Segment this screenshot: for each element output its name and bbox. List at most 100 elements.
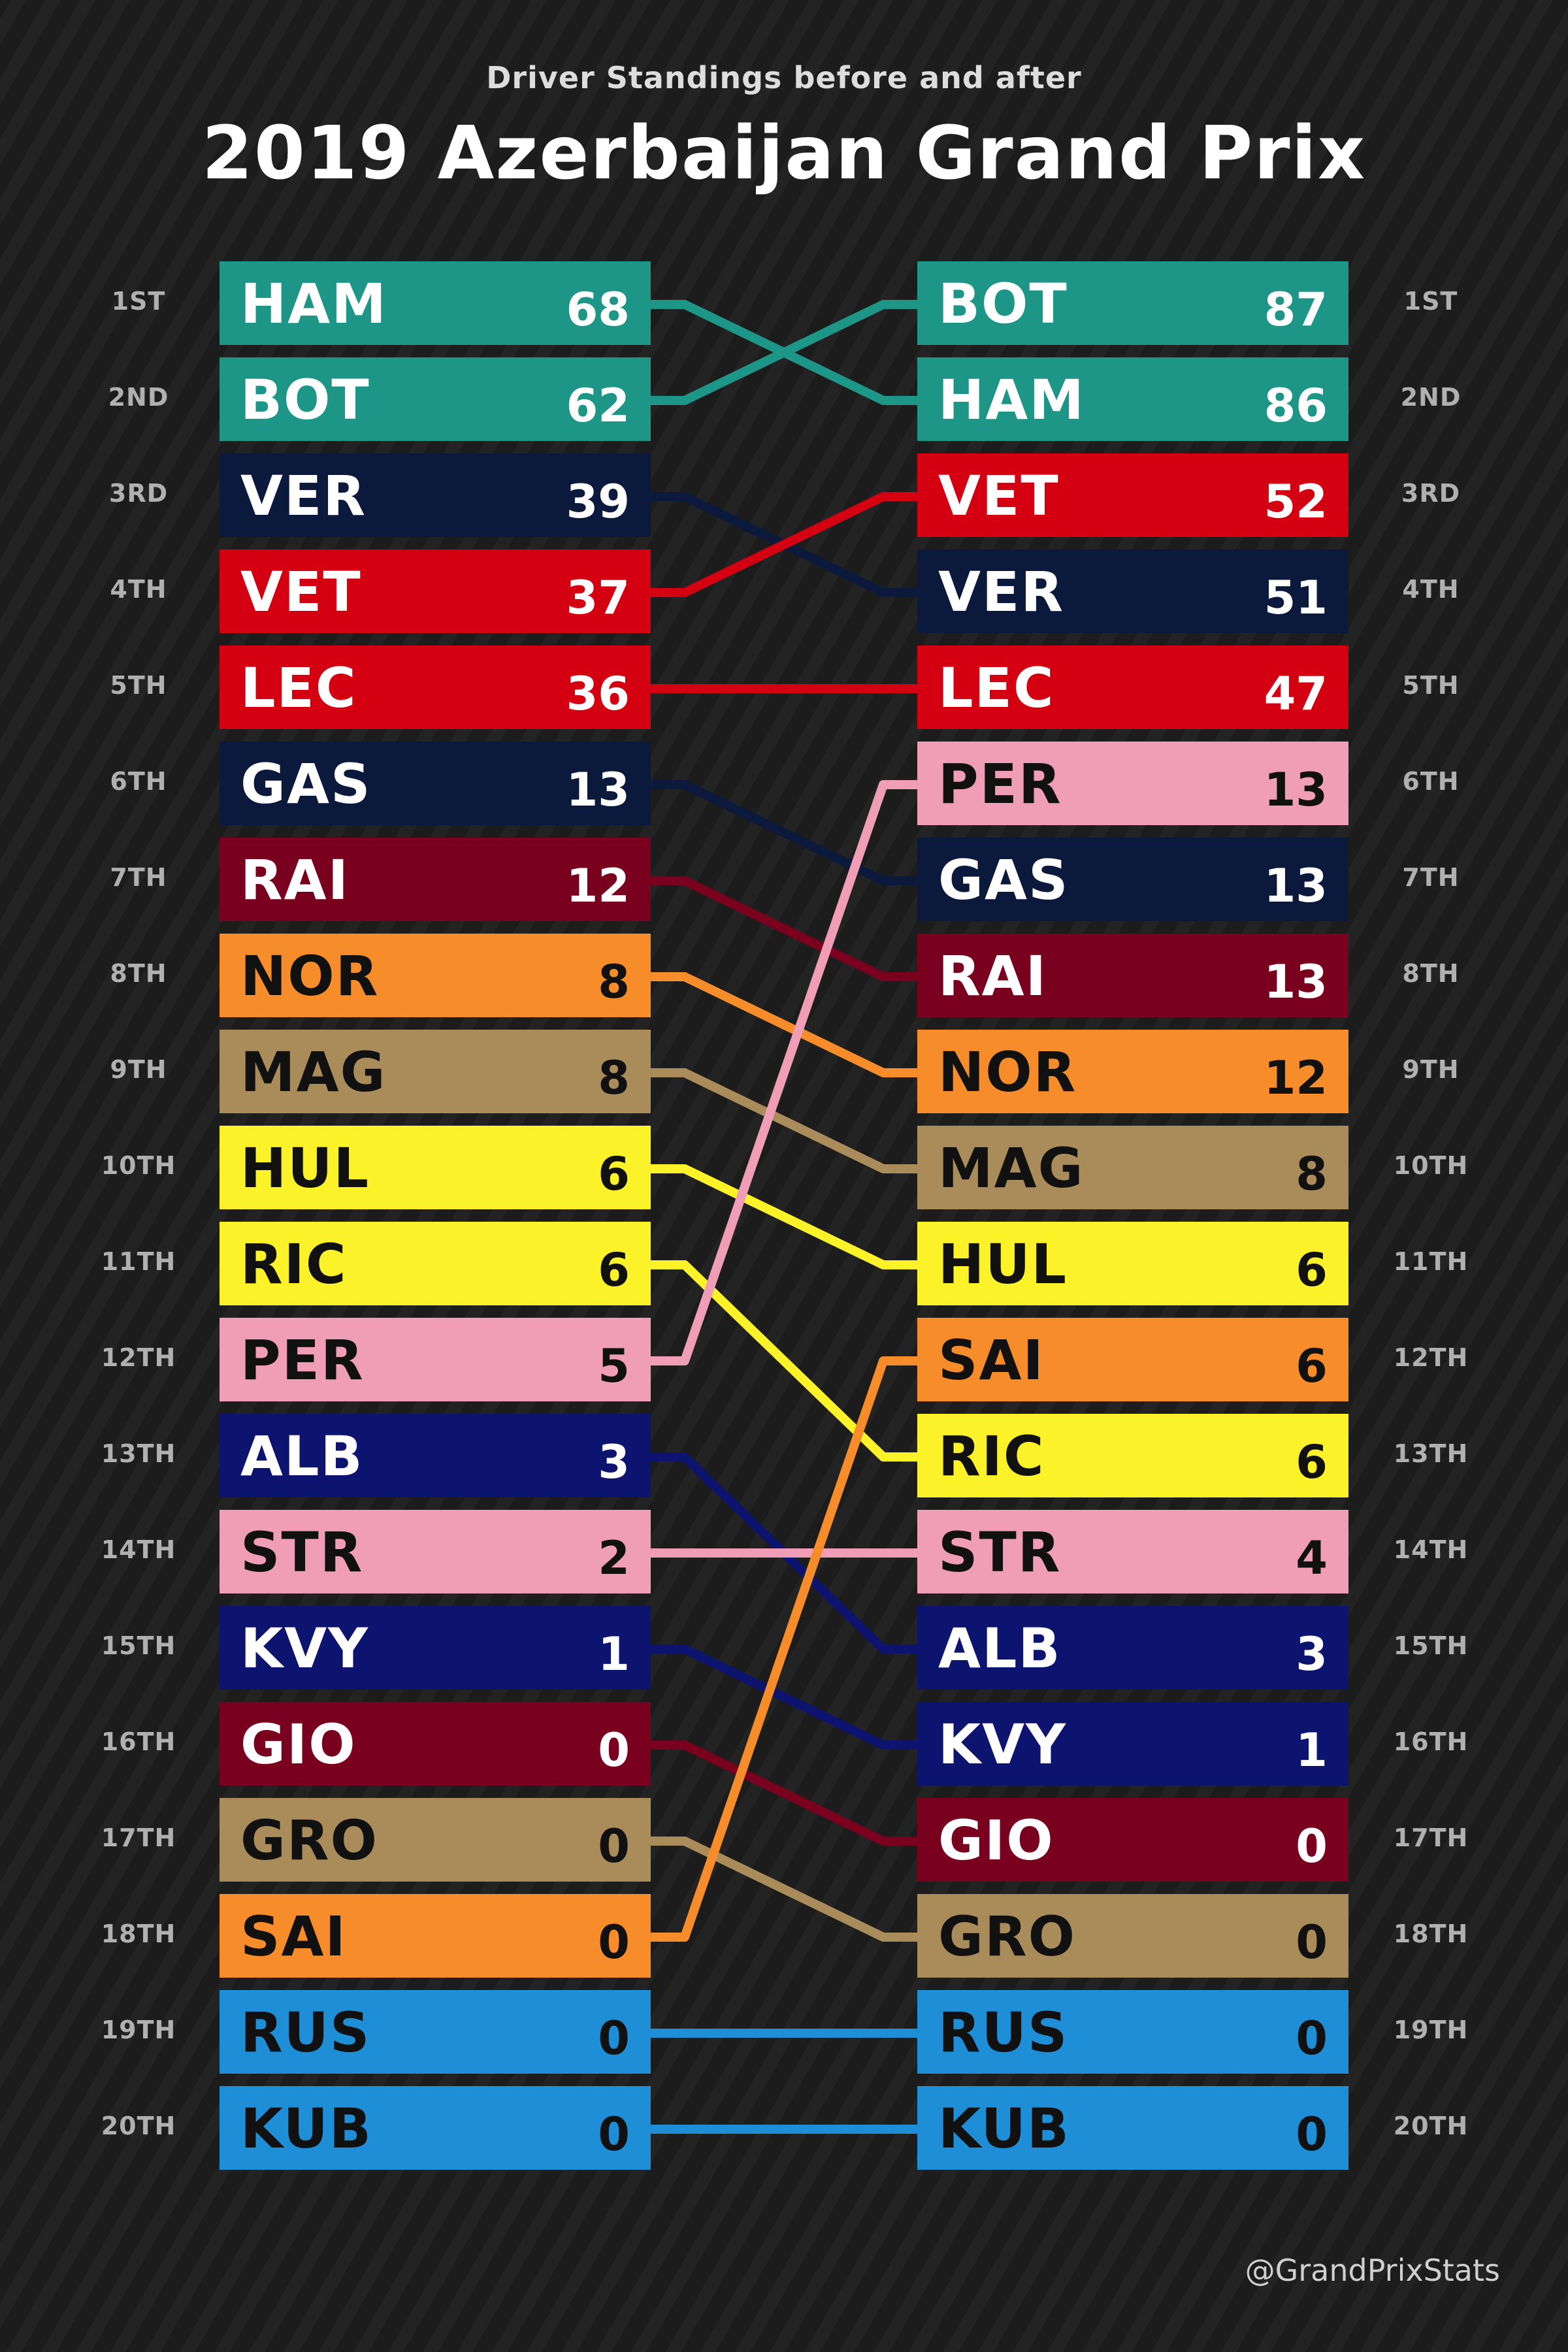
- position-label-right: 1ST: [1404, 287, 1458, 316]
- before-row-str: STR 2: [220, 1510, 651, 1593]
- position-label-right: 10TH: [1394, 1151, 1469, 1180]
- position-label-right: 5TH: [1402, 671, 1459, 700]
- after-code-lec: LEC: [938, 656, 1055, 720]
- before-code-ver: VER: [240, 464, 367, 528]
- after-row-str: STR 4: [917, 1510, 1348, 1593]
- before-box-rai: [220, 838, 651, 921]
- after-code-ham: HAM: [938, 368, 1085, 432]
- connector-bot: [646, 300, 922, 405]
- after-row-lec: LEC 47: [917, 645, 1348, 729]
- after-code-nor: NOR: [938, 1040, 1077, 1104]
- before-row-alb: ALB 3: [220, 1414, 651, 1497]
- after-row-hul: HUL 6: [917, 1222, 1348, 1305]
- before-row-rus: RUS 0: [220, 1990, 651, 2074]
- before-code-rus: RUS: [240, 2001, 370, 2065]
- after-points-sai: 6: [1296, 1339, 1328, 1393]
- connector-vet: [646, 492, 922, 597]
- before-row-bot: BOT 62: [220, 357, 651, 441]
- after-points-mag: 8: [1296, 1147, 1328, 1201]
- before-code-alb: ALB: [240, 1424, 364, 1488]
- position-label-right: 16TH: [1394, 1727, 1469, 1756]
- after-box-rus: [917, 1990, 1348, 2074]
- chart-title: 2019 Azerbaijan Grand Prix: [201, 111, 1367, 196]
- after-code-bot: BOT: [938, 272, 1068, 336]
- credit-handle: @GrandPrixStats: [1245, 2253, 1500, 2288]
- before-points-ric: 6: [598, 1243, 630, 1297]
- after-box-sai: [917, 1318, 1348, 1401]
- position-label-left: 6TH: [110, 767, 167, 796]
- after-row-ric: RIC 6: [917, 1414, 1348, 1497]
- before-box-gro: [220, 1798, 651, 1882]
- before-row-ric: RIC 6: [220, 1222, 651, 1305]
- position-label-right: 13TH: [1394, 1439, 1469, 1468]
- before-box-gas: [220, 742, 651, 825]
- after-row-vet: VET 52: [917, 453, 1348, 537]
- before-points-kub: 0: [598, 2108, 630, 2161]
- before-code-per: PER: [240, 1328, 365, 1392]
- after-points-kvy: 1: [1296, 1723, 1328, 1777]
- before-box-kvy: [220, 1606, 651, 1690]
- before-code-gas: GAS: [240, 752, 371, 816]
- position-label-right: 14TH: [1394, 1535, 1469, 1564]
- before-points-gas: 13: [566, 763, 630, 817]
- position-label-left: 19TH: [101, 2016, 176, 2044]
- before-box-lec: [220, 645, 651, 729]
- before-points-rai: 12: [566, 859, 630, 913]
- connector-mag: [646, 1068, 922, 1173]
- before-code-str: STR: [240, 1520, 363, 1584]
- before-row-ver: VER 39: [220, 453, 651, 537]
- position-label-left: 11TH: [101, 1247, 176, 1276]
- chart-subtitle: Driver Standings before and after: [486, 60, 1082, 95]
- after-code-kvy: KVY: [938, 1712, 1067, 1776]
- after-points-rai: 13: [1264, 955, 1328, 1009]
- connector-rai: [646, 876, 922, 981]
- position-label-left: 3RD: [109, 479, 168, 508]
- after-points-hul: 6: [1296, 1243, 1328, 1297]
- before-points-nor: 8: [598, 955, 630, 1009]
- after-points-alb: 3: [1296, 1627, 1328, 1681]
- connector-per: [646, 780, 922, 1365]
- position-label-left: 14TH: [101, 1535, 176, 1564]
- after-row-bot: BOT 87: [917, 261, 1348, 345]
- before-points-vet: 37: [566, 571, 630, 625]
- before-points-alb: 3: [598, 1435, 630, 1489]
- before-code-ham: HAM: [240, 272, 387, 336]
- position-label-right: 15TH: [1394, 1631, 1469, 1660]
- after-points-gro: 0: [1296, 1916, 1328, 1969]
- after-code-gio: GIO: [938, 1808, 1054, 1872]
- before-box-str: [220, 1510, 651, 1593]
- before-box-alb: [220, 1414, 651, 1497]
- before-points-ham: 68: [566, 283, 630, 336]
- position-label-right: 4TH: [1402, 575, 1459, 604]
- after-row-kub: KUB 0: [917, 2086, 1348, 2170]
- after-code-per: PER: [938, 752, 1062, 816]
- connector-gro: [646, 1837, 922, 1942]
- after-code-hul: HUL: [938, 1232, 1068, 1296]
- after-box-lec: [917, 645, 1348, 729]
- after-box-per: [917, 742, 1348, 825]
- position-label-left: 9TH: [110, 1055, 167, 1084]
- before-code-ric: RIC: [240, 1232, 348, 1296]
- before-box-sai: [220, 1894, 651, 1978]
- before-points-str: 2: [598, 1531, 630, 1585]
- after-points-kub: 0: [1296, 2108, 1328, 2161]
- position-label-left: 8TH: [110, 959, 167, 988]
- after-points-bot: 87: [1264, 283, 1328, 336]
- before-code-rai: RAI: [240, 848, 350, 912]
- after-points-nor: 12: [1264, 1051, 1328, 1105]
- after-row-rus: RUS 0: [917, 1990, 1348, 2074]
- position-label-left: 7TH: [110, 863, 167, 892]
- after-box-str: [917, 1510, 1348, 1593]
- after-points-str: 4: [1296, 1531, 1328, 1585]
- before-row-rai: RAI 12: [220, 838, 651, 921]
- after-box-ric: [917, 1414, 1348, 1497]
- position-label-left: 10TH: [101, 1151, 176, 1180]
- after-row-gio: GIO 0: [917, 1798, 1348, 1882]
- after-points-vet: 52: [1264, 475, 1328, 529]
- before-row-kub: KUB 0: [220, 2086, 651, 2170]
- before-box-bot: [220, 357, 651, 441]
- before-points-gio: 0: [598, 1723, 630, 1777]
- position-label-right: 8TH: [1402, 959, 1459, 988]
- position-label-left: 4TH: [110, 575, 167, 604]
- before-row-vet: VET 37: [220, 549, 651, 633]
